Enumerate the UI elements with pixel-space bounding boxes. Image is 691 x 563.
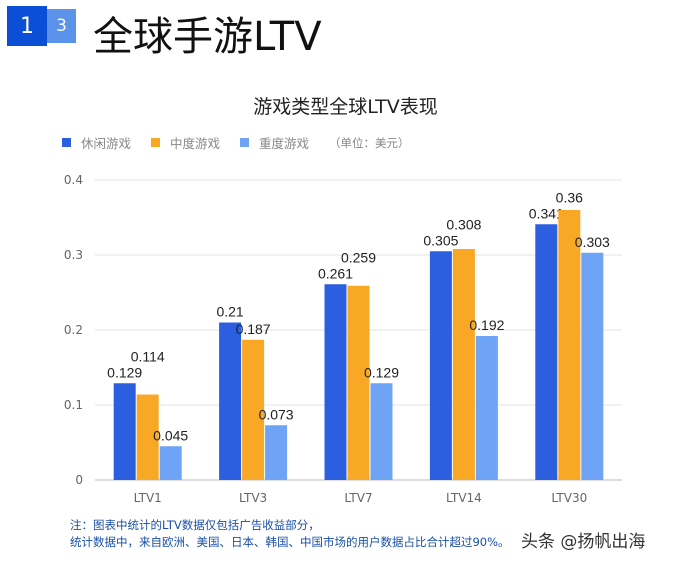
- bar: [242, 339, 265, 480]
- data-label: 0.073: [259, 406, 294, 422]
- bar: [136, 394, 159, 480]
- data-label: 0.303: [575, 234, 610, 250]
- legend: 休闲游戏 中度游戏 重度游戏 （单位：美元）: [62, 133, 410, 152]
- x-tick-label: LTV7: [344, 491, 372, 505]
- bar: [324, 284, 347, 480]
- data-label: 0.308: [446, 216, 481, 232]
- legend-label: 中度游戏: [170, 136, 221, 151]
- chart-title: 游戏类型全球LTV表现: [253, 96, 438, 118]
- x-tick-label: LTV14: [446, 491, 482, 505]
- bar: [219, 322, 242, 480]
- y-tick-label: 0.4: [64, 173, 83, 187]
- bar: [370, 383, 393, 480]
- legend-label: 休闲游戏: [81, 136, 132, 151]
- bar: [265, 425, 288, 480]
- y-tick-label: 0: [75, 473, 83, 487]
- footnote: 注：图表中统计的LTV数据仅包括广告收益部分， 统计数据中，来自欧洲、美国、日本、…: [70, 517, 510, 551]
- bar: [452, 249, 475, 480]
- legend-swatch: [240, 138, 250, 147]
- data-label: 0.341: [529, 205, 564, 221]
- legend-swatch: [151, 138, 161, 147]
- legend-item: 重度游戏: [240, 133, 309, 152]
- bar: [159, 446, 182, 480]
- y-tick-label: 0.1: [64, 398, 83, 412]
- x-tick-label: LTV3: [239, 491, 267, 505]
- y-tick-label: 0.3: [64, 248, 83, 262]
- data-label: 0.259: [341, 249, 376, 265]
- data-label: 0.114: [131, 348, 165, 364]
- section-subnumber-badge: 3: [47, 9, 76, 43]
- bar: [558, 210, 581, 480]
- bar: [113, 383, 136, 480]
- data-label: 0.187: [236, 321, 271, 337]
- legend-item: 中度游戏: [151, 133, 220, 152]
- bar: [475, 336, 498, 480]
- y-tick-label: 0.2: [64, 323, 83, 337]
- bar: [535, 224, 558, 480]
- footnote-line: 统计数据中，来自欧洲、美国、日本、韩国、中国市场的用户数据占比合计超过90%。: [70, 535, 510, 549]
- data-label: 0.192: [469, 317, 504, 333]
- legend-swatch: [62, 138, 71, 147]
- data-label: 0.36: [556, 189, 583, 205]
- legend-label: 重度游戏: [259, 136, 310, 151]
- data-label: 0.045: [153, 427, 188, 443]
- bar: [347, 285, 370, 480]
- data-label: 0.305: [423, 232, 458, 248]
- data-label: 0.129: [107, 364, 142, 380]
- page-title: 全球手游LTV: [93, 14, 322, 60]
- bar: [429, 251, 452, 480]
- bar: [581, 252, 604, 480]
- data-label: 0.21: [216, 304, 243, 320]
- data-label: 0.261: [318, 265, 353, 281]
- unit-note: （单位：美元）: [329, 135, 410, 150]
- watermark: 头条 @扬帆出海: [521, 532, 646, 552]
- data-label: 0.129: [364, 364, 399, 380]
- legend-item: 休闲游戏: [62, 133, 131, 152]
- section-number-badge: 1: [7, 6, 47, 46]
- x-tick-label: LTV1: [134, 491, 162, 505]
- footnote-line: 注：图表中统计的LTV数据仅包括广告收益部分，: [70, 518, 320, 532]
- x-tick-label: LTV30: [551, 491, 587, 505]
